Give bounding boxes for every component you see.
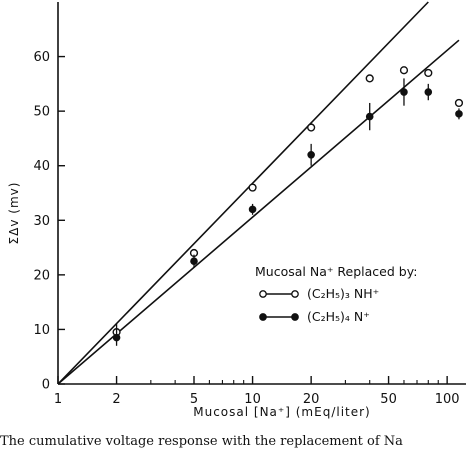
legend-title: Mucosal Na⁺ Replaced by: bbox=[255, 264, 417, 279]
data-point-open bbox=[307, 123, 316, 132]
legend-entry-label: (C₂H₅)₃ NH⁺ bbox=[307, 286, 379, 301]
data-point-open bbox=[399, 66, 409, 75]
data-point-open bbox=[454, 98, 464, 108]
data-point-filled bbox=[248, 205, 257, 214]
x-tick-label: 100 bbox=[435, 392, 460, 407]
fit-lines-layer bbox=[57, 1, 460, 385]
data-point-filled bbox=[455, 110, 463, 118]
data-point-open bbox=[424, 68, 433, 78]
data-point-filled bbox=[400, 88, 408, 96]
data-point-filled bbox=[424, 88, 433, 96]
chart: 0 10 20 30 40 50 60 1 2 5 10 20 50 100 Mucosal [Na⁺] (… bbox=[7, 1, 466, 419]
x-tick-label: 2 bbox=[112, 392, 120, 407]
data-point-filled bbox=[365, 112, 374, 121]
x-axis-title: Mucosal [Na⁺] (mEq/liter) bbox=[193, 405, 370, 419]
legend-marker-right bbox=[291, 313, 299, 321]
data-points-layer bbox=[112, 66, 464, 346]
x-tick-label: 50 bbox=[380, 392, 397, 407]
y-tick-label: 0 bbox=[42, 378, 50, 393]
data-point-open bbox=[248, 183, 257, 192]
y-tick-label: 30 bbox=[33, 214, 50, 229]
x-tick-label: 10 bbox=[244, 392, 261, 407]
legend-marker-left bbox=[259, 313, 267, 321]
x-tick-label: 5 bbox=[190, 392, 198, 407]
y-tick-label: 50 bbox=[33, 105, 50, 120]
legend-entry-label: (C₂H₅)₄ N⁺ bbox=[307, 309, 370, 324]
data-point-filled bbox=[112, 333, 121, 342]
y-axis-title: ΣΔv (mv) bbox=[7, 182, 21, 245]
data-point-open bbox=[365, 74, 374, 83]
y-tick-label: 40 bbox=[33, 159, 50, 174]
fit-line-1 bbox=[57, 1, 429, 385]
legend: Mucosal Na⁺ Replaced by: (C₂H₅)₃ NH⁺ (C₂H₅… bbox=[255, 264, 417, 324]
x-tick-label: 20 bbox=[303, 392, 320, 407]
legend-marker-right bbox=[291, 290, 299, 298]
data-point-filled bbox=[307, 150, 315, 159]
x-tick-label: 1 bbox=[54, 392, 62, 407]
data-point-filled bbox=[190, 257, 198, 266]
fit-line-2 bbox=[57, 39, 460, 385]
y-tick-label: 60 bbox=[33, 50, 50, 65]
y-tick-label: 10 bbox=[33, 323, 50, 338]
legend-marker-left bbox=[259, 290, 267, 298]
y-tick-label: 20 bbox=[33, 268, 50, 283]
figure-caption: The cumulative voltage response with the… bbox=[0, 434, 403, 449]
axes-layer: 0 10 20 30 40 50 60 1 2 5 10 20 50 100 Mucosal [Na⁺] (… bbox=[7, 2, 466, 419]
